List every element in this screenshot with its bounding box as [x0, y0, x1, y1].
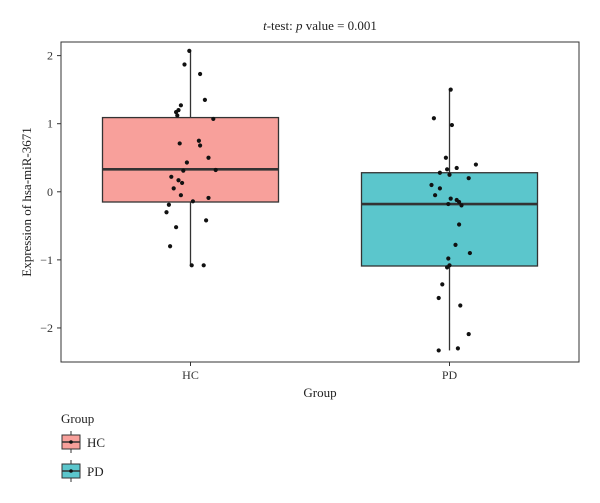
data-point — [429, 182, 434, 188]
box-body — [101, 116, 280, 203]
data-point — [431, 116, 436, 121]
data-point — [459, 203, 464, 208]
data-point — [190, 199, 195, 204]
x-tick-label: PD — [442, 368, 458, 382]
title-p: p — [295, 18, 303, 33]
chart-title: t-test: p value = 0.001 — [263, 18, 377, 33]
title-test: -test: — [267, 18, 296, 33]
data-point — [448, 196, 453, 201]
data-point — [454, 165, 459, 171]
title-value: value = 0.001 — [302, 18, 376, 33]
x-axis-title: Group — [303, 385, 336, 400]
box-hc — [101, 51, 280, 265]
data-point — [174, 225, 179, 230]
data-point — [187, 48, 192, 53]
data-point — [201, 263, 206, 268]
data-point — [455, 346, 460, 351]
data-point — [180, 180, 185, 186]
data-point — [181, 168, 186, 173]
data-point — [174, 110, 179, 115]
legend-label: PD — [87, 464, 104, 479]
data-point — [211, 116, 216, 122]
data-point — [448, 87, 453, 92]
legend-key-point — [69, 440, 73, 444]
y-axis-title: Expression of hsa-miR-3671 — [19, 127, 34, 276]
data-point — [169, 174, 174, 179]
data-point — [176, 178, 181, 183]
legend-key-point — [69, 469, 73, 473]
y-tick-label: 2 — [47, 49, 53, 63]
data-point — [445, 265, 450, 270]
box-body — [360, 172, 539, 267]
legend-title: Group — [61, 411, 94, 426]
data-point — [457, 199, 462, 205]
data-point — [437, 170, 442, 175]
legend-item-hc: HC — [61, 431, 105, 453]
title-t: t — [263, 18, 267, 33]
data-point — [457, 222, 462, 227]
x-axis: HC PD — [182, 362, 458, 382]
data-point — [184, 160, 189, 165]
data-point — [449, 122, 454, 128]
data-point — [198, 143, 203, 148]
data-point — [466, 176, 471, 181]
y-tick-label: 1 — [47, 117, 53, 131]
legend-item-pd: PD — [61, 460, 104, 482]
y-axis: 2 1 0 −1 −2 — [40, 49, 61, 335]
y-tick-label: 0 — [47, 185, 53, 199]
data-point — [164, 210, 169, 215]
data-point — [466, 331, 471, 337]
data-point — [196, 138, 201, 143]
data-point — [177, 141, 182, 146]
data-point — [189, 263, 194, 268]
data-point — [446, 256, 451, 261]
data-point — [178, 103, 183, 108]
data-point — [198, 71, 203, 77]
y-tick-label: −1 — [40, 253, 53, 267]
data-point — [458, 303, 463, 308]
data-point — [166, 202, 171, 207]
data-point — [433, 193, 438, 198]
data-point — [443, 155, 448, 160]
data-point — [175, 113, 180, 118]
data-point — [437, 186, 442, 191]
data-point — [453, 242, 458, 247]
data-point — [445, 167, 450, 172]
data-point — [446, 201, 451, 207]
data-point — [447, 172, 452, 177]
data-point — [467, 250, 472, 256]
y-tick-label: −2 — [40, 321, 53, 335]
data-point — [213, 167, 218, 173]
legend: Group HC PD — [61, 411, 105, 482]
data-point — [206, 195, 211, 201]
data-point — [436, 295, 441, 301]
data-point — [204, 218, 209, 223]
points-layer — [164, 48, 478, 353]
data-point — [473, 162, 478, 167]
x-tick-label: HC — [182, 368, 199, 382]
data-point — [178, 193, 183, 198]
data-point — [440, 282, 445, 287]
data-point — [182, 62, 187, 67]
data-point — [168, 244, 173, 249]
legend-label: HC — [87, 435, 105, 450]
data-point — [436, 348, 441, 353]
boxes-layer — [101, 51, 539, 351]
data-point — [171, 186, 176, 191]
data-point — [206, 155, 211, 160]
data-point — [202, 97, 207, 102]
